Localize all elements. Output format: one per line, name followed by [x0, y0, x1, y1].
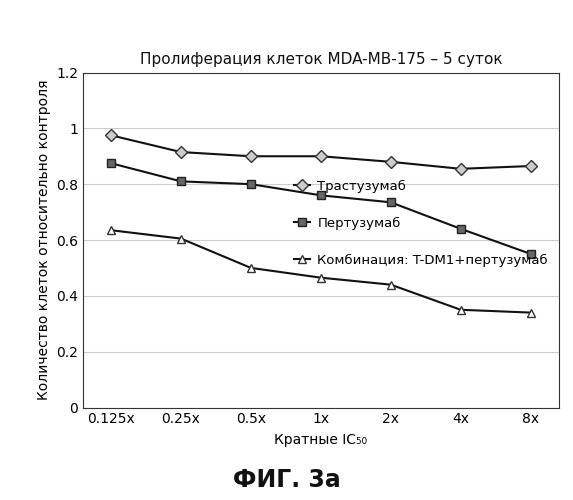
X-axis label: Кратные IC₅₀: Кратные IC₅₀	[274, 434, 367, 448]
Title: Пролиферация клеток MDA-MB-175 – 5 суток: Пролиферация клеток MDA-MB-175 – 5 суток	[140, 52, 502, 67]
Y-axis label: Количество клеток относительно контроля: Количество клеток относительно контроля	[37, 80, 50, 400]
Text: ФИГ. 3а: ФИГ. 3а	[233, 468, 340, 492]
Legend: Трастузумаб, Пертузумаб, Комбинация: T-DM1+пертузумаб: Трастузумаб, Пертузумаб, Комбинация: T-D…	[290, 176, 552, 270]
